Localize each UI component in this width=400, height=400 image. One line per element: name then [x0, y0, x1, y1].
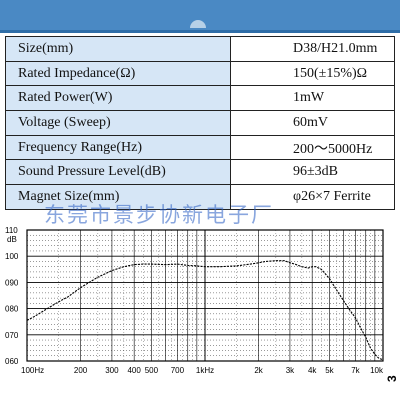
x-tick-label: 10k: [370, 366, 384, 375]
spec-label: Rated Impedance(Ω): [5, 60, 231, 87]
spec-label: Sound Pressure Level(dB): [5, 159, 231, 186]
x-tick-label: 100Hz: [21, 366, 44, 375]
x-tick-label: 5k: [325, 366, 334, 375]
spec-row-voltage: Voltage (Sweep) 60mV: [5, 110, 395, 136]
y-tick-label: 090: [5, 278, 19, 287]
spec-value: D38/H21.0mm: [230, 36, 395, 62]
x-tick-label: 7k: [351, 366, 360, 375]
side-mark: 3: [385, 375, 399, 382]
frequency-response-chart: 060 070 080 090 100 110 dB 100Hz 200 300 400 500 7…: [5, 226, 384, 375]
y-tick-label: 110: [5, 226, 18, 235]
spec-row-frequency: Frequency Range(Hz) 200～5000Hz: [5, 134, 395, 161]
spec-table: Size(mm) D38/H21.0mm Rated Impedance(Ω) …: [5, 36, 395, 210]
y-axis-label: dB: [7, 235, 17, 244]
spec-label: Magnet Size(mm): [5, 184, 231, 210]
spec-value: 1mW: [230, 85, 395, 112]
spec-row-impedance: Rated Impedance(Ω) 150(±15%)Ω: [5, 60, 395, 87]
spec-value: 60mV: [230, 110, 395, 136]
x-tick-label: 2k: [254, 366, 263, 375]
x-tick-label: 200: [74, 366, 88, 375]
header-decoration: [190, 20, 206, 28]
spec-value: φ26×7 Ferrite: [230, 184, 395, 210]
chart-grid: [26, 229, 384, 362]
spec-label: Frequency Range(Hz): [5, 134, 231, 161]
watermark-text: 东莞市景步协新电子厂: [44, 203, 274, 227]
y-tick-label: 100: [5, 252, 19, 261]
y-tick-label: 060: [5, 357, 19, 366]
x-tick-label: 1kHz: [196, 366, 214, 375]
header-band: [0, 0, 400, 33]
x-tick-label: 4k: [308, 366, 317, 375]
x-tick-label: 400: [127, 366, 141, 375]
spec-value: 96±3dB: [230, 159, 395, 186]
spec-value: 150(±15%)Ω: [230, 60, 395, 87]
plot-frame: [26, 229, 384, 362]
spec-label: Voltage (Sweep): [5, 110, 231, 136]
spec-value: 200～5000Hz: [230, 134, 395, 161]
y-axis-ticks: 060 070 080 090 100 110: [5, 226, 19, 366]
spec-label: Rated Power(W): [5, 85, 231, 112]
spec-row-power: Rated Power(W) 1mW: [5, 85, 395, 112]
x-axis-ticks: 100Hz 200 300 400 500 700 1kHz 2k 3k 4k 5k 7k 10k: [21, 366, 384, 375]
y-tick-label: 070: [5, 331, 19, 340]
x-tick-label: 500: [145, 366, 159, 375]
response-curve: [26, 260, 384, 361]
spec-row-size: Size(mm) D38/H21.0mm: [5, 36, 395, 62]
y-tick-label: 080: [5, 305, 19, 314]
x-tick-label: 3k: [286, 366, 295, 375]
spec-row-spl: Sound Pressure Level(dB) 96±3dB: [5, 159, 395, 186]
x-tick-label: 300: [105, 366, 119, 375]
x-tick-label: 700: [171, 366, 185, 375]
spec-row-magnet: Magnet Size(mm) φ26×7 Ferrite: [5, 184, 395, 210]
spec-label: Size(mm): [5, 36, 231, 62]
